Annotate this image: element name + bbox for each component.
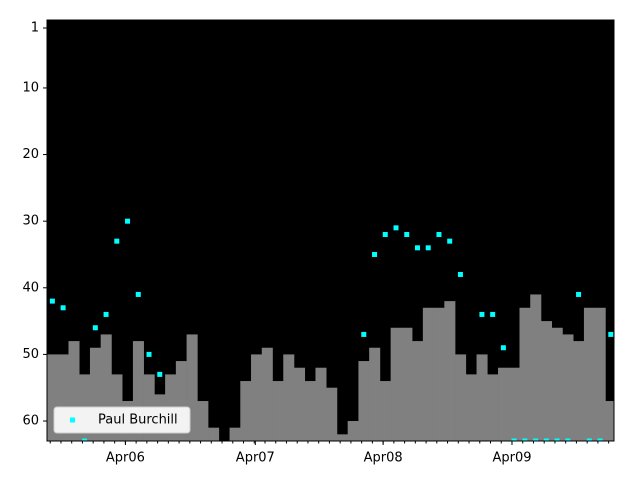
point	[597, 438, 603, 441]
bar	[498, 367, 510, 441]
point	[382, 231, 388, 237]
x-tick-label: Apr08	[364, 451, 403, 466]
bar	[132, 341, 144, 441]
bar	[530, 294, 542, 441]
bar	[444, 301, 456, 441]
bar	[197, 401, 209, 441]
bar	[390, 327, 402, 441]
bar	[508, 367, 520, 441]
bar	[605, 401, 614, 441]
point	[135, 291, 141, 297]
x-tick-label: Apr06	[106, 451, 145, 466]
point	[565, 438, 571, 441]
point	[404, 231, 410, 237]
bar	[422, 307, 434, 441]
y-tick-label: 30	[22, 214, 39, 229]
bar	[369, 347, 381, 441]
bar	[594, 307, 606, 441]
x-tick-label: Apr09	[492, 451, 531, 466]
bar	[358, 361, 370, 441]
bar	[240, 381, 252, 441]
bar	[315, 367, 327, 441]
point	[543, 438, 549, 441]
point	[361, 331, 367, 337]
bar	[379, 381, 391, 441]
bar	[186, 334, 198, 441]
bar	[261, 347, 273, 441]
bar	[412, 341, 424, 441]
y-tick-label: 1	[31, 20, 39, 35]
point	[533, 438, 539, 441]
bar	[433, 307, 445, 441]
point	[146, 351, 152, 357]
bar	[551, 327, 563, 441]
x-tick-label: Apr07	[236, 451, 275, 466]
bar	[89, 347, 101, 441]
point	[114, 238, 120, 244]
y-tick-label: 60	[22, 414, 39, 429]
point	[393, 225, 399, 231]
bar	[401, 327, 413, 441]
point	[82, 438, 88, 441]
bar	[68, 341, 80, 441]
bar	[272, 381, 284, 441]
bar	[208, 427, 220, 441]
bar	[293, 367, 306, 441]
point	[586, 438, 592, 441]
bar	[573, 341, 585, 441]
y-tick-label: 40	[22, 280, 39, 295]
point	[125, 218, 131, 224]
bar	[283, 354, 295, 441]
point	[447, 238, 453, 244]
point	[425, 245, 431, 251]
point	[436, 231, 442, 237]
bar	[487, 374, 499, 441]
bar	[347, 421, 359, 441]
point	[60, 305, 66, 311]
point	[522, 438, 528, 441]
point	[157, 371, 163, 377]
legend-marker	[70, 417, 75, 423]
axes-frame	[46, 19, 615, 442]
point	[490, 311, 496, 317]
bar	[251, 354, 263, 441]
bar	[175, 361, 187, 441]
point	[554, 438, 560, 441]
point	[511, 438, 517, 441]
legend-box	[53, 406, 191, 434]
bar	[229, 427, 241, 441]
bar	[100, 334, 112, 441]
bar	[465, 374, 477, 441]
y-tick-label: 10	[22, 80, 39, 95]
bar	[47, 354, 59, 441]
legend: Paul Burchill	[53, 406, 191, 434]
bar	[562, 334, 574, 441]
point	[372, 251, 378, 257]
bar	[476, 354, 488, 441]
bar	[336, 434, 348, 441]
point	[608, 331, 614, 337]
point	[479, 311, 485, 317]
bar	[583, 307, 595, 441]
bar	[455, 354, 467, 441]
point	[414, 245, 420, 251]
point	[103, 311, 109, 317]
y-tick-label: 20	[22, 147, 39, 162]
point	[500, 345, 506, 351]
point	[49, 298, 55, 304]
bar	[519, 307, 531, 441]
y-tick-label: 50	[22, 347, 39, 362]
bar	[540, 321, 553, 441]
point	[457, 271, 463, 277]
point	[576, 291, 582, 297]
legend-label: Paul Burchill	[98, 413, 178, 428]
point	[92, 325, 98, 331]
bar	[304, 381, 316, 441]
bar	[57, 354, 69, 441]
bar	[326, 387, 338, 441]
